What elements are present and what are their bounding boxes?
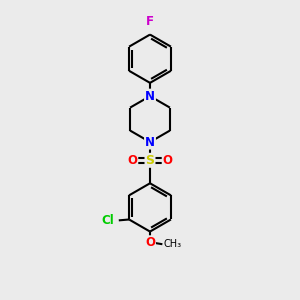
Text: O: O — [145, 236, 155, 249]
Text: F: F — [146, 15, 154, 28]
Text: CH₃: CH₃ — [164, 239, 182, 249]
Text: N: N — [145, 136, 155, 148]
Text: N: N — [145, 90, 155, 103]
Text: O: O — [163, 154, 173, 167]
Text: O: O — [127, 154, 137, 167]
Text: Cl: Cl — [102, 214, 114, 227]
Text: S: S — [146, 154, 154, 167]
